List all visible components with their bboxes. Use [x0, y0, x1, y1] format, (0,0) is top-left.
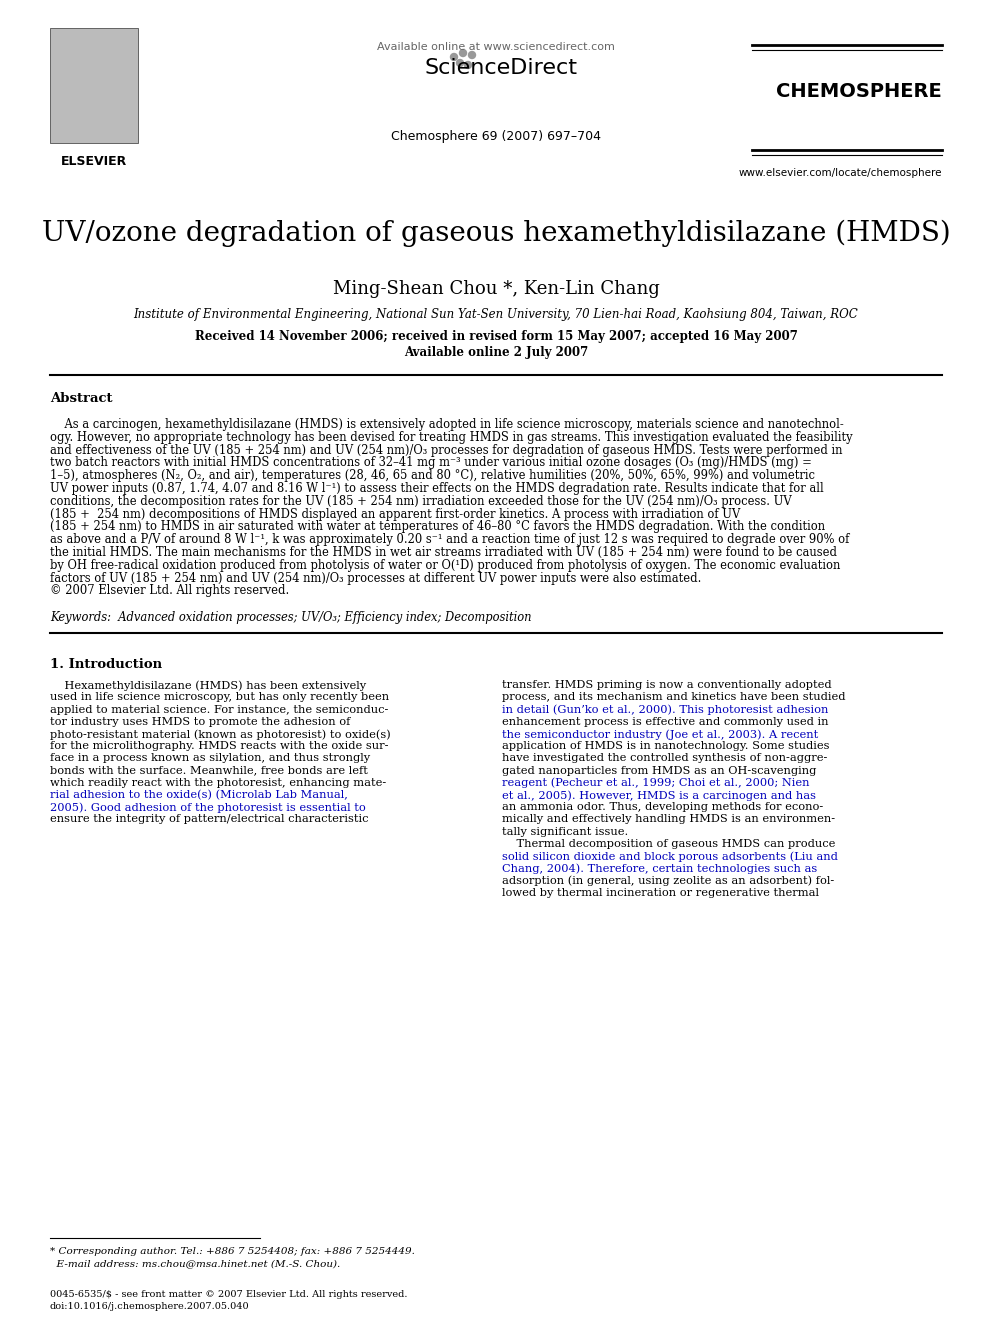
Text: Hexamethyldisilazane (HMDS) has been extensively: Hexamethyldisilazane (HMDS) has been ext…	[50, 680, 366, 691]
Text: factors of UV (185 + 254 nm) and UV (254 nm)/O₃ processes at different UV power : factors of UV (185 + 254 nm) and UV (254…	[50, 572, 701, 585]
Text: mically and effectively handling HMDS is an environmen-: mically and effectively handling HMDS is…	[502, 815, 835, 824]
Text: by OH free-radical oxidation produced from photolysis of water or O(¹D) produced: by OH free-radical oxidation produced fr…	[50, 558, 840, 572]
Text: applied to material science. For instance, the semiconduc-: applied to material science. For instanc…	[50, 705, 389, 714]
Text: ScienceDirect: ScienceDirect	[425, 58, 577, 78]
Text: as above and a P/V of around 8 W l⁻¹, k was approximately 0.20 s⁻¹ and a reactio: as above and a P/V of around 8 W l⁻¹, k …	[50, 533, 849, 546]
Circle shape	[450, 53, 457, 61]
Text: ogy. However, no appropriate technology has been devised for treating HMDS in ga: ogy. However, no appropriate technology …	[50, 431, 853, 443]
Text: reagent (Pecheur et al., 1999; Choi et al., 2000; Nien: reagent (Pecheur et al., 1999; Choi et a…	[502, 778, 809, 789]
Text: an ammonia odor. Thus, developing methods for econo-: an ammonia odor. Thus, developing method…	[502, 802, 823, 812]
Text: tally significant issue.: tally significant issue.	[502, 827, 628, 836]
Text: two batch reactors with initial HMDS concentrations of 32–41 mg m⁻³ under variou: two batch reactors with initial HMDS con…	[50, 456, 811, 470]
Text: UV/ozone degradation of gaseous hexamethyldisilazane (HMDS): UV/ozone degradation of gaseous hexameth…	[42, 220, 950, 247]
Text: which readily react with the photoresist, enhancing mate-: which readily react with the photoresist…	[50, 778, 386, 787]
Text: process, and its mechanism and kinetics have been studied: process, and its mechanism and kinetics …	[502, 692, 845, 703]
Text: Institute of Environmental Engineering, National Sun Yat-Sen University, 70 Lien: Institute of Environmental Engineering, …	[134, 308, 858, 321]
Text: gated nanoparticles from HMDS as an OH-scavenging: gated nanoparticles from HMDS as an OH-s…	[502, 766, 816, 775]
Text: Available online at www.sciencedirect.com: Available online at www.sciencedirect.co…	[377, 42, 615, 52]
Text: in detail (Gun’ko et al., 2000). This photoresist adhesion: in detail (Gun’ko et al., 2000). This ph…	[502, 705, 828, 716]
Text: lowed by thermal incineration or regenerative thermal: lowed by thermal incineration or regener…	[502, 888, 819, 897]
Text: rial adhesion to the oxide(s) (Microlab Lab Manual,: rial adhesion to the oxide(s) (Microlab …	[50, 790, 348, 800]
Text: solid silicon dioxide and block porous adsorbents (Liu and: solid silicon dioxide and block porous a…	[502, 851, 838, 861]
Text: conditions, the decomposition rates for the UV (185 + 254 nm) irradiation exceed: conditions, the decomposition rates for …	[50, 495, 792, 508]
Text: 1–5), atmospheres (N₂, O₂, and air), temperatures (28, 46, 65 and 80 °C), relati: 1–5), atmospheres (N₂, O₂, and air), tem…	[50, 470, 815, 482]
Text: (185 +  254 nm) decompositions of HMDS displayed an apparent first-order kinetic: (185 + 254 nm) decompositions of HMDS di…	[50, 508, 740, 520]
Text: tor industry uses HMDS to promote the adhesion of: tor industry uses HMDS to promote the ad…	[50, 717, 350, 726]
Text: As a carcinogen, hexamethyldisilazane (HMDS) is extensively adopted in life scie: As a carcinogen, hexamethyldisilazane (H…	[50, 418, 844, 431]
Text: Ming-Shean Chou *, Ken-Lin Chang: Ming-Shean Chou *, Ken-Lin Chang	[332, 280, 660, 298]
Bar	[50, 28, 138, 143]
Text: © 2007 Elsevier Ltd. All rights reserved.: © 2007 Elsevier Ltd. All rights reserved…	[50, 585, 290, 598]
Text: used in life science microscopy, but has only recently been: used in life science microscopy, but has…	[50, 692, 389, 703]
Circle shape	[468, 52, 475, 58]
Text: face in a process known as silylation, and thus strongly: face in a process known as silylation, a…	[50, 753, 370, 763]
Text: ensure the integrity of pattern/electrical characteristic: ensure the integrity of pattern/electric…	[50, 815, 368, 824]
Text: and effectiveness of the UV (185 + 254 nm) and UV (254 nm)/O₃ processes for degr: and effectiveness of the UV (185 + 254 n…	[50, 443, 842, 456]
Text: ELSEVIER: ELSEVIER	[61, 155, 127, 168]
Text: * Corresponding author. Tel.: +886 7 5254408; fax: +886 7 5254449.: * Corresponding author. Tel.: +886 7 525…	[50, 1248, 415, 1256]
Text: (185 + 254 nm) to HMDS in air saturated with water at temperatures of 46–80 °C f: (185 + 254 nm) to HMDS in air saturated …	[50, 520, 825, 533]
Text: 0045-6535/$ - see front matter © 2007 Elsevier Ltd. All rights reserved.: 0045-6535/$ - see front matter © 2007 El…	[50, 1290, 408, 1299]
Text: have investigated the controlled synthesis of non-aggre-: have investigated the controlled synthes…	[502, 753, 827, 763]
Text: 1. Introduction: 1. Introduction	[50, 659, 162, 671]
Text: transfer. HMDS priming is now a conventionally adopted: transfer. HMDS priming is now a conventi…	[502, 680, 831, 691]
Circle shape	[459, 49, 466, 57]
Text: the initial HMDS. The main mechanisms for the HMDS in wet air streams irradiated: the initial HMDS. The main mechanisms fo…	[50, 546, 837, 560]
Text: Keywords:  Advanced oxidation processes; UV/O₃; Efficiency index; Decomposition: Keywords: Advanced oxidation processes; …	[50, 611, 532, 624]
Text: E-mail address: ms.chou@msa.hinet.net (M.-S. Chou).: E-mail address: ms.chou@msa.hinet.net (M…	[50, 1259, 340, 1267]
Text: application of HMDS is in nanotechnology. Some studies: application of HMDS is in nanotechnology…	[502, 741, 829, 751]
Text: bonds with the surface. Meanwhile, free bonds are left: bonds with the surface. Meanwhile, free …	[50, 766, 368, 775]
Text: Chang, 2004). Therefore, certain technologies such as: Chang, 2004). Therefore, certain technol…	[502, 863, 817, 873]
Text: 2005). Good adhesion of the photoresist is essential to: 2005). Good adhesion of the photoresist …	[50, 802, 366, 812]
Text: for the microlithography. HMDS reacts with the oxide sur-: for the microlithography. HMDS reacts wi…	[50, 741, 389, 751]
Text: Available online 2 July 2007: Available online 2 July 2007	[404, 347, 588, 359]
Text: adsorption (in general, using zeolite as an adsorbent) fol-: adsorption (in general, using zeolite as…	[502, 876, 834, 886]
Text: Thermal decomposition of gaseous HMDS can produce: Thermal decomposition of gaseous HMDS ca…	[502, 839, 835, 849]
Text: www.elsevier.com/locate/chemosphere: www.elsevier.com/locate/chemosphere	[738, 168, 942, 179]
Text: the semiconductor industry (Joe et al., 2003). A recent: the semiconductor industry (Joe et al., …	[502, 729, 818, 740]
Text: Chemosphere 69 (2007) 697–704: Chemosphere 69 (2007) 697–704	[391, 130, 601, 143]
Text: doi:10.1016/j.chemosphere.2007.05.040: doi:10.1016/j.chemosphere.2007.05.040	[50, 1302, 250, 1311]
Text: UV power inputs (0.87, 1.74, 4.07 and 8.16 W l⁻¹) to assess their effects on the: UV power inputs (0.87, 1.74, 4.07 and 8.…	[50, 482, 823, 495]
Text: enhancement process is effective and commonly used in: enhancement process is effective and com…	[502, 717, 828, 726]
Text: CHEMOSPHERE: CHEMOSPHERE	[777, 82, 942, 101]
Text: Received 14 November 2006; received in revised form 15 May 2007; accepted 16 May: Received 14 November 2006; received in r…	[194, 329, 798, 343]
Text: photo-resistant material (known as photoresist) to oxide(s): photo-resistant material (known as photo…	[50, 729, 391, 740]
Text: et al., 2005). However, HMDS is a carcinogen and has: et al., 2005). However, HMDS is a carcin…	[502, 790, 816, 800]
Circle shape	[456, 60, 463, 66]
Circle shape	[464, 61, 471, 69]
Text: Abstract: Abstract	[50, 392, 112, 405]
